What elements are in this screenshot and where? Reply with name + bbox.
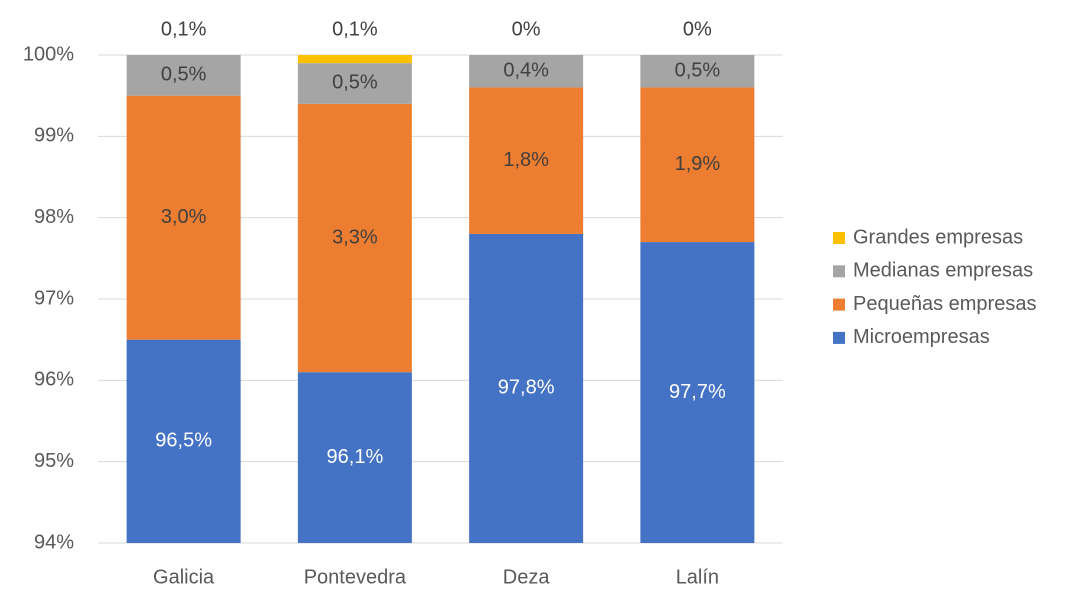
data-label: 97,7%	[669, 381, 726, 403]
bar-segment	[126, 95, 241, 340]
x-tick-label: Pontevedra	[304, 566, 407, 588]
data-label: 0%	[512, 18, 541, 40]
data-label: 0,5%	[332, 72, 378, 94]
y-tick-label: 94%	[34, 531, 74, 553]
data-label: 3,3%	[332, 226, 378, 248]
data-label: 0,1%	[161, 18, 207, 40]
data-label: 1,8%	[503, 149, 549, 171]
x-tick-label: Galicia	[153, 566, 215, 588]
legend-swatch	[833, 265, 845, 278]
bar-segment	[297, 103, 412, 373]
bar-segment	[297, 63, 412, 104]
data-label: 0,5%	[161, 64, 207, 86]
bar-segment	[469, 55, 584, 88]
y-tick-label: 97%	[34, 287, 74, 309]
bar-segment	[469, 87, 584, 234]
bar-segment	[126, 55, 241, 96]
legend-label: Grandes empresas	[853, 226, 1023, 248]
data-label: 0%	[683, 18, 712, 40]
legend-label: Medianas empresas	[853, 260, 1033, 282]
y-tick-label: 98%	[34, 206, 74, 228]
bar-segment	[297, 55, 412, 64]
bar-segment	[640, 87, 755, 243]
bar-segment	[469, 233, 584, 543]
y-tick-label: 100%	[23, 43, 74, 65]
x-tick-label: Deza	[503, 566, 551, 588]
bar-segment	[640, 242, 755, 544]
legend-swatch	[833, 232, 845, 244]
data-label: 3,0%	[161, 206, 207, 228]
data-label: 96,1%	[327, 446, 384, 468]
legend-label: Pequeñas empresas	[853, 293, 1036, 315]
data-label: 0,4%	[503, 60, 549, 82]
x-tick-label: Lalín	[676, 566, 719, 588]
bar-segment	[297, 372, 412, 543]
data-label: 0,1%	[332, 18, 378, 40]
legend-label: Microempresas	[853, 326, 990, 348]
y-tick-label: 96%	[34, 369, 74, 391]
y-tick-label: 99%	[34, 125, 74, 147]
y-tick-label: 95%	[34, 450, 74, 472]
data-label: 1,9%	[675, 153, 721, 175]
data-label: 97,8%	[498, 377, 555, 399]
legend-swatch	[833, 331, 845, 344]
legend-swatch	[833, 298, 845, 311]
bar-segment	[640, 55, 755, 88]
bar-segment	[126, 339, 241, 543]
data-label: 96,5%	[155, 430, 212, 452]
data-label: 0,5%	[675, 60, 721, 82]
